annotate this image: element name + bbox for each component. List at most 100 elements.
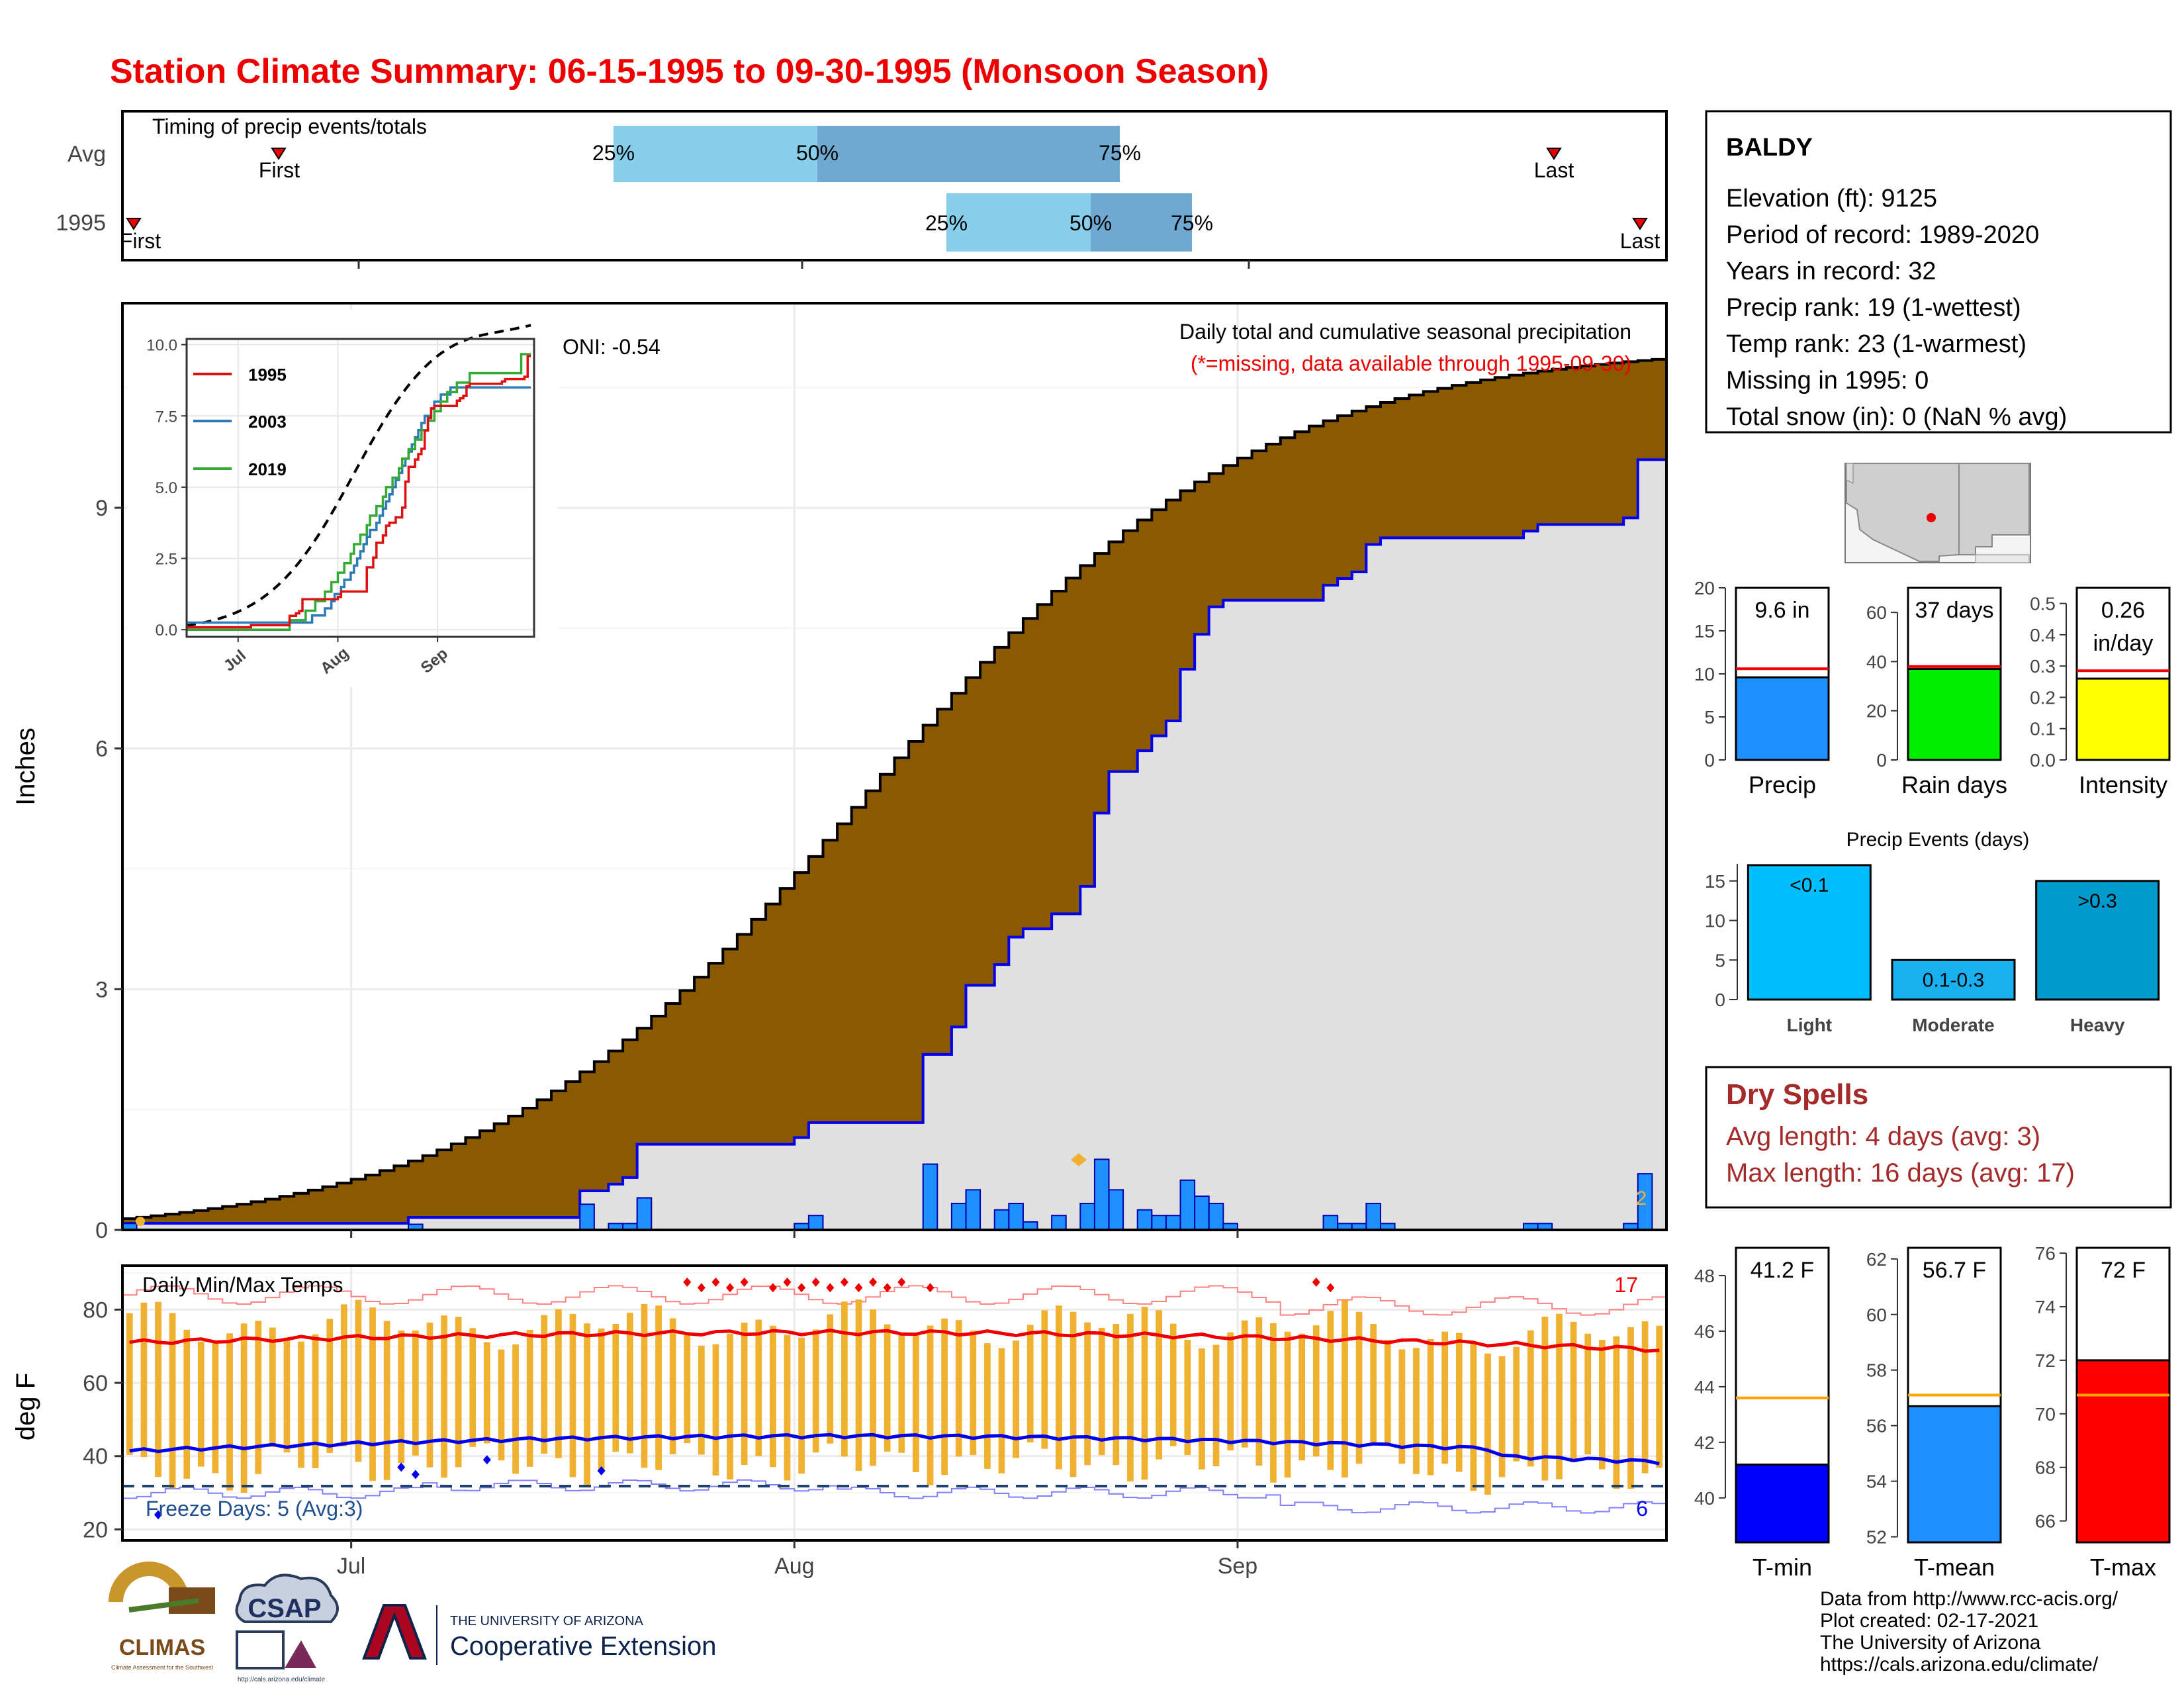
record-high-marker xyxy=(740,1277,749,1287)
record-low-marker xyxy=(154,1510,163,1520)
summary-bar-tick-label: 40 xyxy=(1866,651,1887,672)
year-quartile-50-75 xyxy=(1091,193,1192,252)
year-q50-label: 50% xyxy=(1069,211,1112,235)
record-high-marker xyxy=(883,1283,891,1293)
inset-legend: 1995 2003 2019 xyxy=(193,365,287,479)
record-high-marker xyxy=(726,1283,735,1293)
map-state-new-mexico xyxy=(1958,463,2030,555)
daily-precip-bar xyxy=(1365,1203,1381,1231)
ua-a-mark xyxy=(362,1604,427,1660)
station-location-dot xyxy=(1927,513,1936,522)
record-low-marker xyxy=(597,1466,606,1476)
record-low-marker xyxy=(482,1455,491,1465)
inset-ytick-label: 5.0 xyxy=(156,479,177,497)
precip-ytick-label: 6 xyxy=(95,737,108,762)
missing-note: (*=missing, data available through 1995-… xyxy=(1191,352,1631,375)
year-quartile-25-50 xyxy=(946,193,1091,252)
precip-events-chart: Precip Events (days) 0 5 10 15 <0.1 Light 0.1-… xyxy=(1705,829,2171,1039)
summary-bar-tick-label: 44 xyxy=(1694,1377,1715,1397)
peak-marker xyxy=(1071,1153,1087,1166)
station-detail-line: Missing in 1995: 0 xyxy=(1726,367,1929,395)
events-bar-label: >0.3 xyxy=(2078,890,2117,912)
xtick-label: Aug xyxy=(774,1554,815,1579)
summary-bar-tick-label: 66 xyxy=(2035,1511,2056,1532)
summary-bar-tick-label: 20 xyxy=(1866,701,1887,722)
daily-precip-bar xyxy=(993,1209,1010,1231)
timing-row-year: 1995 xyxy=(56,211,106,236)
events-bar xyxy=(1891,959,2016,1001)
oni-label: ONI: -0.54 xyxy=(563,335,660,359)
ua-logo: THE UNIVERSITY OF ARIZONA Cooperative Ex… xyxy=(362,1604,716,1665)
record-high-marker xyxy=(683,1277,692,1287)
credit-line: https://cals.arizona.edu/climate/ xyxy=(1820,1654,2099,1675)
temp-ylabel: deg F xyxy=(11,1373,40,1440)
temp-panel: 20 40 60 80 deg F Daily Min/Max Temps 17 Fr… xyxy=(11,1264,1668,1579)
events-category-label: Moderate xyxy=(1912,1015,1994,1035)
daily-precip-bar xyxy=(636,1197,653,1231)
record-max-count: 17 xyxy=(1614,1273,1638,1297)
climas-logo-subtext: Climate Assessment for the Southwest xyxy=(111,1664,214,1671)
daily-precip-bar xyxy=(950,1203,967,1231)
daily-precip-bar xyxy=(1079,1203,1095,1231)
x-axis-ticks: Jul Aug Sep xyxy=(337,1540,1257,1579)
freeze-days-label: Freeze Days: 5 (Avg:3) xyxy=(146,1497,363,1521)
precip-panel: 0 3 6 9 Inches Daily total and cumulative s… xyxy=(11,302,1668,1243)
temp-record-markers xyxy=(154,1277,1335,1520)
record-low-marker xyxy=(397,1462,406,1472)
summary-bar-tick-label: 0.1 xyxy=(2030,719,2056,739)
summary-bar-unit-label: in/day xyxy=(2093,631,2154,656)
summary-bar-label: T-min xyxy=(1752,1554,1812,1581)
dry-spells-box: Dry Spells Avg length: 4 days (avg: 3) M… xyxy=(1705,1066,2172,1209)
credit-line: Data from http://www.rcc-acis.org/ xyxy=(1820,1588,2118,1610)
summary-bar-label: T-mean xyxy=(1914,1554,1995,1581)
avg-max-line xyxy=(129,1329,1660,1353)
station-info-box: BALDY Elevation (ft): 9125 Period of reco… xyxy=(1705,110,2172,434)
record-high-marker xyxy=(1326,1283,1335,1293)
avg-q75-label: 75% xyxy=(1099,141,1141,165)
events-bar-label: 0.1-0.3 xyxy=(1923,969,1984,991)
summary-bar-tick-label: 54 xyxy=(1866,1472,1887,1492)
summary-bar-value-label: 41.2 F xyxy=(1751,1258,1814,1283)
precip-frame xyxy=(121,302,1668,1231)
temp-ytick-label: 40 xyxy=(83,1444,108,1470)
avg-last-label: Last xyxy=(1534,158,1574,182)
avg-quartile-50-75 xyxy=(817,126,1120,182)
summary-bar-tick-label: 0.0 xyxy=(2030,750,2056,771)
record-min-line xyxy=(122,1479,1666,1514)
summary-bar-value xyxy=(2075,1359,2171,1544)
climas-logo: CLIMAS Climate Assessment for the Southw… xyxy=(109,1562,215,1671)
inset-average-line xyxy=(186,324,531,628)
inset-ytick-label: 7.5 xyxy=(156,408,177,426)
events-tick-label: 10 xyxy=(1705,911,1725,931)
credit-line: Plot created: 02-17-2021 xyxy=(1820,1610,2038,1632)
avg-q25-label: 25% xyxy=(592,141,635,165)
record-high-marker xyxy=(711,1277,720,1287)
events-bar xyxy=(2035,880,2160,1001)
csap-mountain xyxy=(285,1640,316,1668)
inset-chart: 0.02.55.07.510.0 Jul Aug Sep 1995 2003 201… xyxy=(128,310,558,687)
summary-bar-tick-label: 46 xyxy=(1694,1321,1715,1342)
daily-precip-bar xyxy=(807,1215,824,1231)
summary-bar-value-label: 56.7 F xyxy=(1923,1258,1986,1283)
summary-bar-tick-label: 56 xyxy=(1866,1416,1887,1436)
avg-last-marker xyxy=(1546,148,1562,160)
precip-ytick-label: 0 xyxy=(95,1218,108,1243)
daily-precip-bar xyxy=(1136,1209,1153,1231)
timing-panel: Timing of precip events/totals Avg 1995 … xyxy=(56,110,1668,269)
csap-grid-box xyxy=(236,1630,285,1669)
summary-bar-tick-label: 0.5 xyxy=(2030,594,2056,614)
daily-precip-bars xyxy=(122,1158,1653,1231)
credit-line: The University of Arizona xyxy=(1820,1632,2041,1654)
summary-bar-tick-label: 0 xyxy=(1876,750,1887,771)
summary-bar-tick-label: 62 xyxy=(1866,1249,1887,1270)
ua-big-text: Cooperative Extension xyxy=(450,1632,716,1661)
station-detail-line: Years in record: 32 xyxy=(1726,258,1936,285)
record-min-count: 6 xyxy=(1636,1497,1648,1521)
record-high-marker xyxy=(697,1283,705,1293)
year-first-label: First xyxy=(120,229,161,253)
temp-summary-bars: 40 42 44 46 48 41.2 F T-min 52 54 56 58 60 62 56.7 F T… xyxy=(1694,1243,2171,1581)
climas-logo-leaf xyxy=(128,1598,199,1613)
inset-frame xyxy=(185,338,535,638)
summary-bar-tick-label: 0 xyxy=(1704,750,1715,771)
daily-precip-bar xyxy=(1208,1203,1224,1231)
